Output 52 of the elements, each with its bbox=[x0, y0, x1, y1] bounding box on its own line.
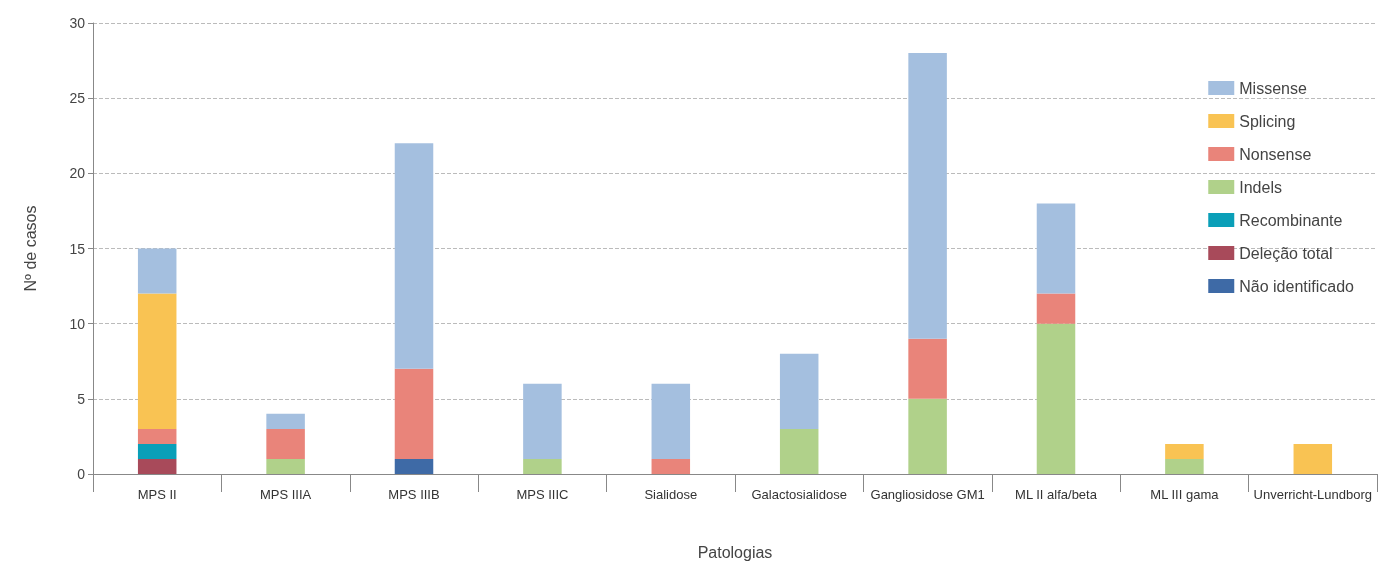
y-tick-label: 25 bbox=[69, 90, 86, 107]
bar bbox=[394, 368, 434, 459]
legend-label: Recombinante bbox=[1239, 211, 1343, 229]
x-tick-label: MPS IIIA bbox=[259, 487, 312, 502]
x-tick-label: MPS II bbox=[137, 487, 177, 502]
legend-label: Não identificado bbox=[1239, 277, 1355, 295]
x-tick-label: ML III gama bbox=[1150, 487, 1220, 502]
x-axis-title: Patologias bbox=[697, 543, 773, 561]
bar bbox=[908, 53, 947, 339]
bar bbox=[394, 143, 434, 369]
bar bbox=[523, 383, 562, 459]
bar bbox=[1036, 293, 1076, 324]
bar bbox=[1293, 443, 1333, 474]
bar bbox=[137, 293, 177, 429]
y-tick-label: 10 bbox=[69, 315, 86, 332]
bar bbox=[908, 338, 947, 399]
bar bbox=[137, 443, 177, 459]
x-tick-label: Gangliosidose GM1 bbox=[870, 487, 985, 502]
x-tick-label: Galactosialidose bbox=[751, 487, 847, 502]
bar bbox=[394, 458, 434, 474]
bar bbox=[266, 428, 305, 459]
bar bbox=[908, 398, 947, 474]
bar bbox=[651, 458, 691, 474]
legend-label: Deleção total bbox=[1239, 244, 1333, 262]
x-tick-label: Unverricht-Lundborg bbox=[1253, 487, 1373, 502]
y-axis-title: Nº de casos bbox=[21, 205, 39, 292]
x-tick-label: MPS IIIB bbox=[388, 487, 440, 502]
bar bbox=[651, 383, 691, 459]
x-tick-label: MPS IIIC bbox=[516, 487, 569, 502]
bar bbox=[779, 428, 819, 474]
bar bbox=[137, 248, 177, 294]
bar bbox=[1036, 203, 1076, 294]
bar bbox=[1165, 443, 1204, 459]
y-tick-label: 15 bbox=[69, 240, 86, 257]
bar bbox=[523, 458, 562, 474]
x-tick-label: ML II alfa/beta bbox=[1015, 487, 1098, 502]
y-tick-label: 0 bbox=[77, 466, 86, 482]
bar bbox=[137, 458, 177, 474]
bar bbox=[266, 458, 305, 474]
bar bbox=[266, 413, 305, 429]
legend-label: Indels bbox=[1239, 178, 1282, 196]
x-tick-label: Sialidose bbox=[644, 487, 698, 502]
y-tick-label: 30 bbox=[69, 15, 86, 31]
bar bbox=[1036, 323, 1076, 474]
legend-label: Missense bbox=[1239, 79, 1307, 97]
bar bbox=[137, 428, 177, 444]
y-tick-label: 5 bbox=[77, 390, 86, 407]
y-tick-label: 20 bbox=[69, 165, 86, 182]
bar bbox=[779, 353, 819, 429]
legend-label: Nonsense bbox=[1239, 145, 1312, 163]
legend-label: Splicing bbox=[1239, 112, 1296, 130]
bar bbox=[1165, 458, 1204, 474]
